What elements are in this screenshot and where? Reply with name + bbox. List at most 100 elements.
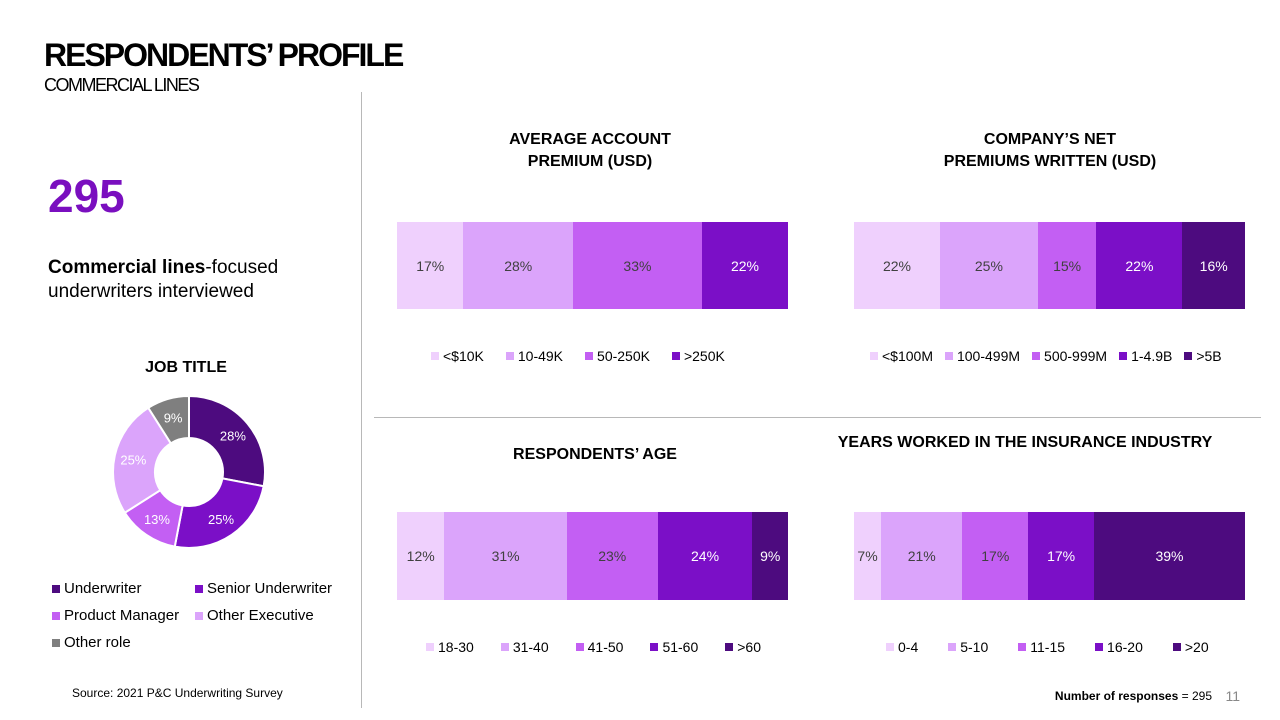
horizontal-divider: [374, 417, 1261, 418]
legend-swatch: [195, 584, 203, 593]
legend-label: >5B: [1196, 348, 1222, 364]
legend-swatch: [944, 352, 953, 360]
legend-label: 11-15: [1030, 639, 1066, 655]
legend-swatch: [431, 352, 439, 360]
title-line: PREMIUMS WRITTEN (USD): [943, 153, 1157, 170]
bar-segment: 39%: [1093, 512, 1245, 600]
legend-swatch: [585, 352, 594, 360]
bar-segment: 17%: [1028, 512, 1094, 600]
legend-swatch: [725, 643, 734, 651]
legend-swatch: [650, 643, 659, 651]
data-label: 23%: [598, 548, 627, 564]
donut-data-label: 25%: [120, 453, 146, 468]
legend-label: 100-499M: [956, 348, 1021, 364]
bar-segment: 12%: [397, 512, 445, 600]
legend-label: 16-20: [1107, 639, 1143, 655]
legend-item: <$100M: [870, 348, 933, 364]
donut-slice: [188, 394, 266, 488]
data-label: 24%: [691, 548, 720, 564]
description-rest: -focused underwriters interviewed: [48, 257, 279, 302]
legend-item: >5B: [1184, 348, 1222, 364]
bar-segment: 17%: [397, 222, 464, 309]
title-line: COMPANY’S NET: [983, 131, 1117, 148]
years-chart-title: YEARS WORKED IN THE INSURANCE INDUSTRY: [837, 434, 1213, 451]
legend-item: 500-999M: [1032, 348, 1107, 364]
legend-label: 50-250K: [597, 348, 650, 364]
legend-swatch: [52, 611, 60, 620]
bar-segment: 33%: [572, 222, 702, 309]
legend-swatch: [886, 643, 894, 651]
legend-label: Senior Underwriter: [207, 580, 333, 597]
data-label: 22%: [882, 257, 912, 274]
legend-label: <$10K: [443, 348, 484, 364]
donut-slice: [173, 477, 265, 549]
legend-label: >250K: [683, 348, 725, 364]
page-subtitle: COMMERCIAL LINES: [44, 75, 200, 95]
respondent-description: Commercial lines-focused underwriters in…: [48, 256, 348, 304]
legend-item: 50-250K: [585, 348, 650, 364]
job-title-chart-title: JOB TITLE: [145, 359, 227, 376]
title-line: PREMIUM (USD): [527, 153, 653, 170]
bar-segment: 23%: [566, 512, 658, 600]
legend-label: 10-49K: [517, 348, 564, 364]
legend-item: 41-50: [575, 639, 623, 655]
data-label: 39%: [1155, 548, 1184, 564]
bar-segment: 22%: [1096, 222, 1183, 309]
legend-item: 100-499M: [944, 348, 1021, 364]
bar-segment: 7%: [854, 512, 882, 600]
age-legend: 18-30 31-40 41-50 51-60 >60: [426, 639, 761, 655]
bar-segment: 9%: [752, 512, 788, 600]
data-label: 12%: [406, 548, 435, 564]
legend-swatch: [52, 584, 60, 593]
data-label: 9%: [760, 548, 781, 564]
responses-note: Number of responses = 295: [1055, 689, 1212, 703]
data-label: 17%: [981, 548, 1010, 564]
legend-item: >60: [725, 639, 761, 655]
legend-item: 51-60: [650, 639, 698, 655]
years-bar: 7% 21% 17% 17% 39%: [854, 512, 1245, 600]
data-label: 7%: [857, 548, 878, 564]
age-chart-title: RESPONDENTS’ AGE: [513, 446, 677, 463]
bar-segment: 21%: [881, 512, 963, 600]
donut-slice: [112, 406, 173, 515]
legend-item: >20: [1172, 639, 1209, 655]
legend-item: >250K: [671, 348, 725, 364]
bar-segment: 22%: [854, 222, 941, 309]
data-label: 17%: [416, 257, 445, 274]
title-line: AVERAGE ACCOUNT: [509, 131, 671, 148]
data-label: 15%: [1053, 257, 1082, 274]
bar-segment: 22%: [701, 222, 788, 309]
donut-data-label: 28%: [220, 429, 246, 444]
job-title-donut-chart: 28% 25% 13% 25% 9%: [112, 394, 266, 549]
legend-label: 18-30: [438, 639, 474, 655]
avg-premium-bar: 17% 28% 33% 22%: [397, 222, 788, 309]
legend-label: 31-40: [512, 639, 549, 655]
net-premiums-legend: <$100M 100-499M 500-999M 1-4.9B >5B: [870, 348, 1222, 364]
vertical-divider: [361, 92, 362, 708]
legend-swatch: [500, 643, 509, 651]
legend-label: <$100M: [882, 348, 933, 364]
data-label: 16%: [1199, 257, 1228, 274]
legend-swatch: [948, 643, 957, 651]
legend-item: 5-10: [948, 639, 988, 655]
description-bold: Commercial lines: [48, 257, 206, 278]
legend-item-other-role: Other role: [52, 634, 131, 651]
legend-label: 500-999M: [1044, 348, 1108, 364]
data-label: 33%: [623, 257, 652, 274]
legend-label: >60: [737, 639, 761, 655]
legend-swatch: [575, 643, 584, 651]
page-title: RESPONDENTS’ PROFILE: [44, 37, 404, 73]
legend-swatch: [1184, 352, 1193, 360]
legend-swatch: [1172, 643, 1181, 651]
legend-item: 1-4.9B: [1119, 348, 1172, 364]
legend-item: <$10K: [431, 348, 484, 364]
responses-label: Number of responses: [1054, 689, 1179, 703]
legend-item: 16-20: [1095, 639, 1143, 655]
legend-swatch: [52, 638, 60, 647]
data-label: 21%: [907, 548, 936, 564]
bar-segment: 15%: [1037, 222, 1097, 309]
data-label: 31%: [491, 548, 520, 564]
legend-label: 51-60: [662, 639, 699, 655]
net-premiums-bar: 22% 25% 15% 22% 16%: [854, 222, 1245, 309]
legend-label: Underwriter: [64, 580, 142, 597]
